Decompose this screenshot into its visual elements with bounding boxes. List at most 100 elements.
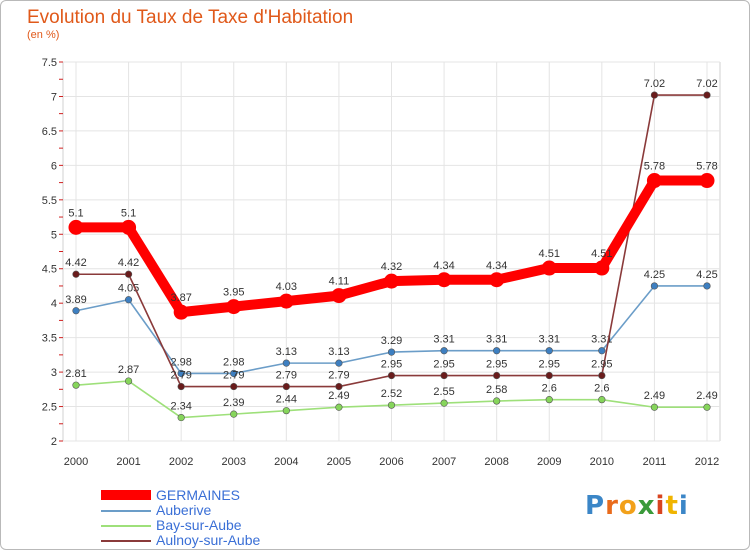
data-point: [177, 369, 185, 378]
data-point: [436, 272, 452, 288]
logo-letter: i: [655, 491, 666, 521]
y-tick-label: 6.5: [42, 126, 57, 138]
data-label: 3.13: [276, 346, 297, 358]
data-label: 3.29: [381, 335, 402, 347]
data-point: [493, 397, 501, 405]
data-label: 4.11: [329, 276, 350, 288]
data-point: [545, 396, 553, 404]
data-label: 2.79: [328, 370, 349, 382]
data-label: 2.95: [433, 359, 454, 371]
data-point: [646, 173, 662, 189]
y-tick-label: 5.5: [42, 195, 57, 207]
data-point: [177, 382, 185, 391]
x-tick-label: 2003: [222, 456, 246, 468]
y-tick-label: 7: [51, 91, 57, 103]
data-point: [703, 282, 711, 290]
data-label: 4.42: [118, 257, 139, 269]
data-label: 2.95: [486, 359, 507, 371]
data-label: 2.95: [381, 359, 402, 371]
data-label: 2.49: [328, 390, 349, 402]
data-point: [545, 371, 553, 380]
data-label: 5.1: [121, 207, 136, 219]
data-point: [493, 347, 501, 355]
data-label: 2.58: [486, 384, 507, 396]
data-label: 2.79: [170, 370, 191, 382]
x-tick-label: 2005: [327, 456, 351, 468]
data-label: 2.44: [276, 394, 297, 406]
logo-letter: t: [665, 491, 679, 521]
data-label: 2.79: [223, 370, 244, 382]
data-point: [230, 369, 238, 378]
y-tick-label: 7.5: [42, 57, 57, 69]
data-point: [594, 260, 610, 276]
data-label: 3.87: [170, 292, 191, 304]
x-tick-label: 2007: [432, 456, 456, 468]
data-point: [335, 403, 343, 411]
y-tick-label: 3: [51, 367, 57, 379]
y-tick-label: 4: [51, 298, 57, 310]
x-tick-label: 2001: [116, 456, 140, 468]
data-label: 2.49: [644, 390, 665, 402]
data-point: [124, 270, 133, 278]
data-label: 4.34: [433, 260, 454, 272]
legend-label: Auberive: [156, 502, 212, 518]
data-label: 5.78: [696, 161, 717, 173]
data-label: 3.89: [65, 294, 86, 306]
logo-letter: P: [585, 491, 606, 521]
data-label: 5.78: [644, 161, 665, 173]
data-point: [177, 413, 185, 422]
data-point: [230, 382, 238, 391]
legend-label: Aulnoy-sur-Aube: [156, 532, 261, 548]
data-point: [384, 273, 399, 289]
logo-letter: x: [637, 491, 656, 521]
data-point: [440, 347, 448, 355]
data-label: 7.02: [696, 78, 717, 90]
data-point: [68, 219, 84, 235]
data-point: [703, 91, 711, 99]
data-label: 4.32: [381, 261, 402, 273]
legend-swatch: [101, 540, 151, 542]
data-label: 2.49: [696, 390, 717, 402]
data-point: [226, 299, 242, 315]
data-label: 3.31: [539, 334, 560, 346]
data-point: [699, 173, 715, 189]
data-point: [335, 359, 343, 367]
data-point: [331, 288, 347, 304]
data-label: 4.25: [644, 269, 665, 281]
y-tick-label: 2.5: [42, 402, 57, 414]
data-point: [650, 403, 659, 411]
data-point: [440, 371, 448, 380]
data-point: [278, 293, 294, 309]
data-point: [72, 381, 80, 389]
y-tick-label: 3.5: [42, 333, 57, 345]
data-point: [173, 304, 189, 320]
data-point: [124, 296, 133, 304]
data-point: [387, 401, 396, 409]
data-label: 3.13: [328, 346, 349, 358]
data-label: 2.55: [433, 386, 454, 398]
data-label: 2.39: [223, 397, 244, 409]
legend-swatch: [101, 510, 151, 512]
data-label: 2.6: [542, 383, 557, 395]
x-tick-label: 2004: [274, 456, 298, 468]
data-point: [545, 347, 553, 355]
data-label: 2.79: [276, 370, 297, 382]
data-point: [703, 403, 711, 411]
data-label: 2.87: [118, 364, 139, 376]
data-point: [121, 219, 137, 235]
data-label: 2.98: [170, 356, 191, 368]
data-label: 2.95: [591, 359, 612, 371]
legend-swatch: [101, 525, 151, 527]
x-tick-label: 2012: [695, 456, 719, 468]
data-label: 4.42: [65, 257, 86, 269]
data-label: 2.34: [170, 401, 191, 413]
data-point: [72, 307, 80, 315]
data-label: 4.51: [591, 248, 612, 260]
data-point: [440, 399, 448, 407]
data-label: 4.03: [276, 281, 297, 293]
x-tick-label: 2006: [379, 456, 403, 468]
logo-letter: i: [678, 491, 689, 521]
x-tick-label: 2009: [537, 456, 561, 468]
y-tick-label: 2: [51, 436, 57, 448]
